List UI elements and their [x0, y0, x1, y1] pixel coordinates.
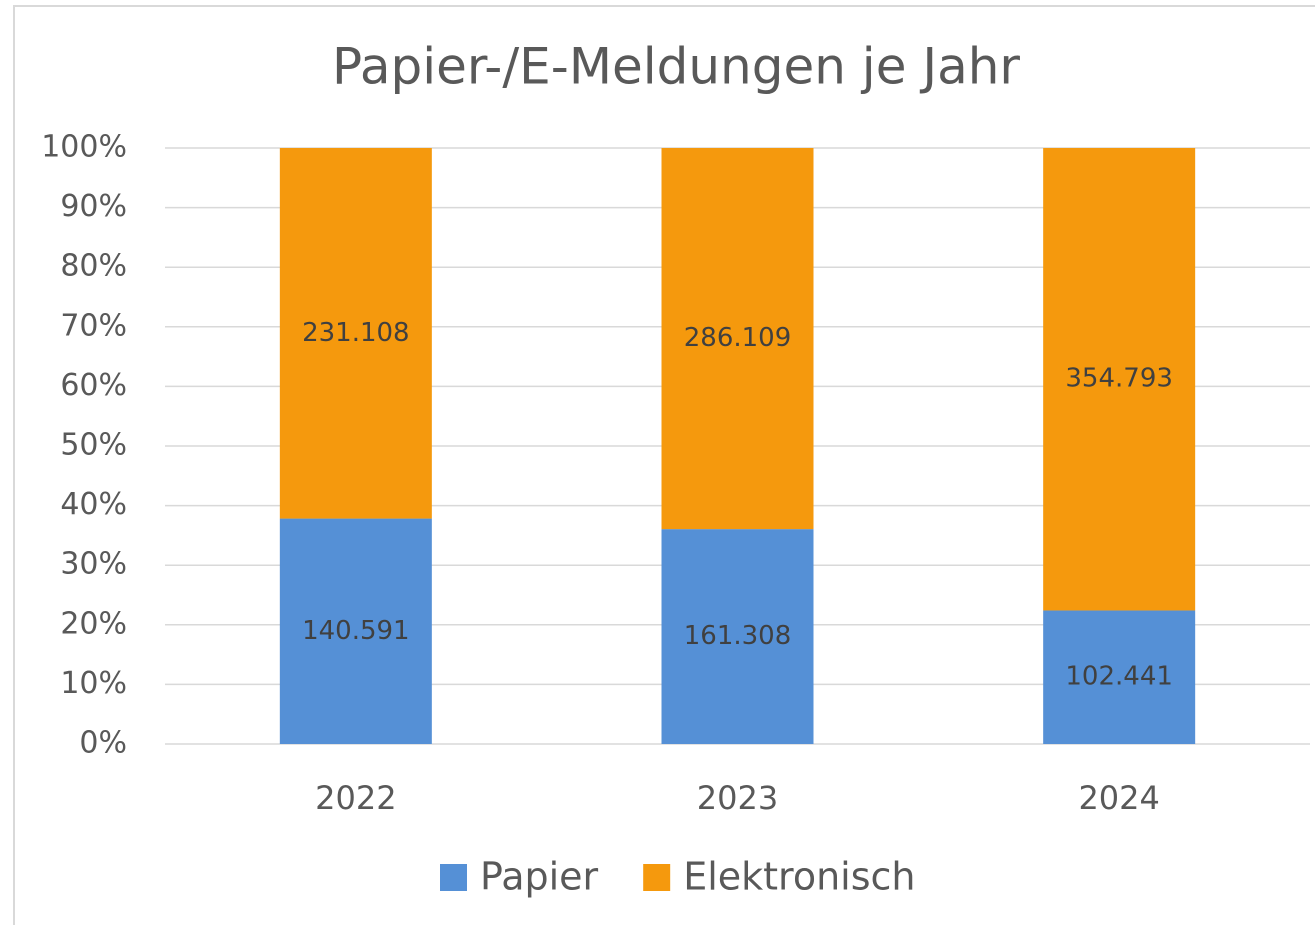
y-tick-label: 10% — [60, 666, 127, 701]
legend-swatch — [643, 864, 671, 891]
y-tick-label: 70% — [60, 308, 127, 343]
y-tick-label: 50% — [60, 428, 127, 463]
bar-segment — [279, 518, 432, 744]
bar-segment — [661, 529, 814, 744]
legend-swatch — [440, 864, 467, 891]
y-tick-label: 40% — [60, 487, 127, 522]
x-tick-label: 2024 — [1078, 779, 1159, 817]
y-tick-label: 90% — [60, 189, 127, 224]
data-label: 102.441 — [1065, 662, 1173, 692]
data-label: 231.108 — [302, 318, 410, 348]
bar-segment — [279, 148, 432, 519]
x-tick-label: 2022 — [315, 779, 396, 817]
y-tick-label: 30% — [60, 547, 127, 582]
bar-segment — [661, 148, 814, 530]
bar-segment — [1043, 148, 1196, 611]
y-tick-label: 20% — [60, 606, 127, 641]
data-label: 140.591 — [302, 616, 410, 646]
y-tick-label: 60% — [60, 368, 127, 403]
legend-label: Papier — [480, 855, 599, 899]
legend-label: Elektronisch — [683, 855, 915, 899]
bar-segment — [1043, 610, 1196, 744]
y-tick-label: 80% — [60, 249, 127, 284]
data-label: 161.308 — [684, 621, 792, 651]
data-label: 354.793 — [1065, 364, 1173, 394]
chart-title: Papier-/E-Meldungen je Jahr — [332, 38, 1020, 96]
y-tick-label: 0% — [79, 726, 127, 761]
y-tick-label: 100% — [41, 130, 127, 165]
data-label: 286.109 — [684, 323, 792, 353]
x-tick-label: 2023 — [697, 779, 778, 817]
